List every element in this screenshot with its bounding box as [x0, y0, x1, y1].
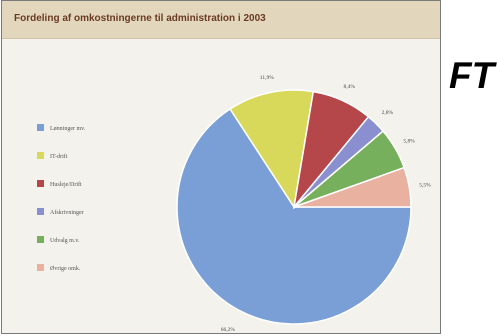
legend-swatch	[37, 236, 44, 243]
legend-swatch	[37, 124, 44, 131]
slice-value-label: 5,8%	[403, 138, 415, 144]
legend-label: Afskrivninger	[50, 209, 84, 216]
pie-slice	[293, 166, 412, 208]
legend-swatch	[37, 208, 44, 215]
legend-label: Lønninger mv.	[50, 126, 86, 132]
slice-value-label: 66,2%	[221, 327, 236, 333]
side-heading: FT	[449, 55, 495, 96]
slice-value-label: 8,4%	[343, 84, 355, 90]
slice-value-label: 5,5%	[419, 182, 431, 188]
legend-swatch	[37, 180, 44, 187]
chart-header: Fordeling af omkostningerne til administ…	[2, 1, 440, 39]
legend-label: Husleje/Drift	[50, 181, 82, 188]
slice-value-label: 11,9%	[260, 75, 274, 81]
pie-slice	[229, 89, 315, 210]
legend-swatch	[37, 264, 44, 271]
legend-label: Udvalg m.v.	[50, 238, 80, 244]
slice-value-label: 2,8%	[382, 110, 394, 116]
legend-swatch	[37, 152, 44, 159]
chart-title: Fordeling af omkostningerne til administ…	[14, 13, 266, 24]
legend-label: Øvrige omk.	[50, 266, 81, 272]
legend-label: IT-drift	[50, 153, 68, 160]
pie-slice	[176, 107, 412, 325]
